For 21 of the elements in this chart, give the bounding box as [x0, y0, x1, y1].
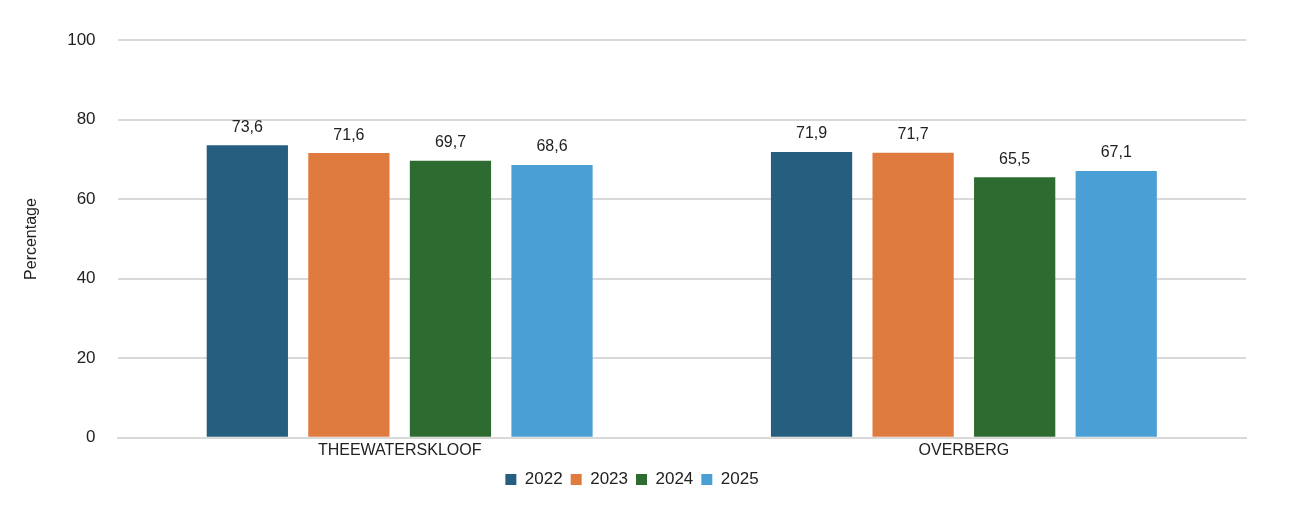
legend-label: 2023 [590, 469, 629, 489]
data-label: 68,6 [536, 137, 568, 155]
y-tick-label: 100 [67, 29, 96, 49]
legend-label: 2025 [720, 469, 759, 489]
x-tick-label: THEEWATERSKLOOF [317, 440, 482, 458]
legend-label: 2022 [524, 469, 563, 489]
data-label: 65,5 [999, 149, 1031, 167]
data-label: 69,7 [434, 133, 467, 151]
y-tick-label: 60 [76, 188, 96, 208]
y-axis-title: Percentage [22, 197, 40, 280]
x-tick-label: OVERBERG [918, 440, 1010, 458]
data-label: 73,6 [231, 117, 264, 135]
data-label: 71,9 [795, 124, 828, 142]
data-label: 71,7 [897, 125, 929, 143]
y-tick-label: 40 [76, 268, 96, 288]
data-label: 71,6 [333, 125, 365, 143]
y-tick-label: 80 [76, 109, 96, 129]
y-tick-label: 20 [76, 347, 96, 367]
y-tick-label: 0 [86, 427, 96, 447]
legend-label: 2024 [655, 469, 694, 489]
data-label: 67,1 [1100, 143, 1132, 161]
